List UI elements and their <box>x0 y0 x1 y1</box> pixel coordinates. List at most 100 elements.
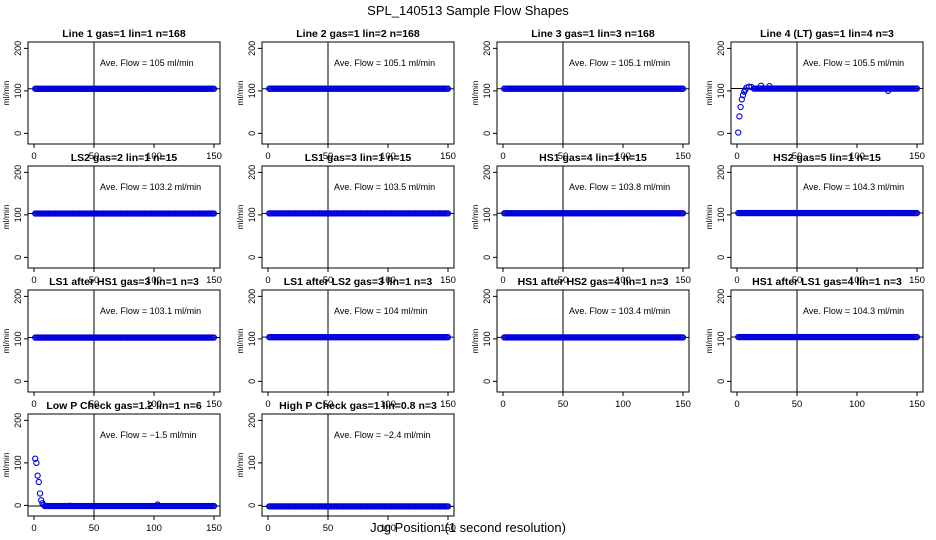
x-tick-label: 100 <box>146 523 162 534</box>
data-points <box>735 333 921 341</box>
x-tick-label: 50 <box>89 523 100 534</box>
x-tick-label: 150 <box>206 523 222 534</box>
x-axis-label: Jog Position (1 second resolution) <box>370 520 566 535</box>
y-axis-label: ml/min <box>235 80 245 105</box>
plot-frame <box>261 41 455 145</box>
y-axis-label: ml/min <box>235 328 245 353</box>
y-tick-label: 0 <box>716 379 726 384</box>
panel-title: HS1 after HS2 gas=4 lin=1 n=3 <box>518 276 669 288</box>
x-tick-label: 50 <box>323 151 334 162</box>
average-flow-annotation: Ave. Flow = −2.4 ml/min <box>334 430 430 440</box>
x-tick-label: 100 <box>380 523 396 534</box>
x-tick-label: 0 <box>265 275 270 286</box>
average-flow-annotation: Ave. Flow = 104.3 ml/min <box>803 182 904 192</box>
x-tick-label: 150 <box>909 151 925 162</box>
panel-4: Line 4 (LT) gas=1 lin=4 n=3 0 100 200 ml/min… <box>704 28 925 162</box>
y-tick-label: 0 <box>482 131 492 136</box>
x-tick-label: 50 <box>558 275 569 286</box>
x-tick-label: 0 <box>500 399 505 410</box>
plot-frame <box>496 165 690 269</box>
x-tick-label: 150 <box>440 151 456 162</box>
data-point <box>66 502 74 509</box>
data-point <box>444 210 452 217</box>
y-axis-label: ml/min <box>1 452 11 477</box>
x-tick-label: 150 <box>675 399 691 410</box>
y-tick-label: 0 <box>716 131 726 136</box>
panel-6: LS1 gas=3 lin=1 n=15 0 100 200 ml/min 0 50 100 1… <box>235 152 456 286</box>
panel-9: LS1 after HS1 gas=3 lin=1 n=3 0 100 200 ml/m… <box>1 276 222 410</box>
data-points <box>501 85 687 92</box>
x-tick-label: 100 <box>380 275 396 286</box>
x-tick-label: 0 <box>31 523 36 534</box>
plot-frame <box>730 289 924 393</box>
x-tick-label: 150 <box>440 275 456 286</box>
y-tick-label: 0 <box>482 379 492 384</box>
data-point <box>757 82 765 89</box>
panel-5: LS2 gas=2 lin=1 n=15 0 100 200 ml/min 0 50 100 1… <box>1 152 222 286</box>
data-point <box>210 85 218 92</box>
x-tick-label: 150 <box>909 399 925 410</box>
y-tick-label: 0 <box>13 379 23 384</box>
data-point <box>913 209 921 217</box>
x-tick-label: 50 <box>792 151 803 162</box>
panel-1: Line 1 gas=1 lin=1 n=168 0 100 200 ml/min 0 50… <box>1 28 222 162</box>
y-tick-label: 100 <box>716 83 726 98</box>
data-point <box>444 85 452 92</box>
y-tick-label: 100 <box>13 207 23 222</box>
y-tick-label: 0 <box>247 503 257 508</box>
average-flow-annotation: Ave. Flow = 103.5 ml/min <box>334 182 435 192</box>
plot-frame <box>496 41 690 145</box>
y-tick-label: 200 <box>247 165 257 180</box>
data-points <box>735 209 921 217</box>
data-points <box>501 210 687 217</box>
x-tick-label: 50 <box>89 151 100 162</box>
panel-11: HS1 after HS2 gas=4 lin=1 n=3 0 100 200 ml/m… <box>470 276 691 410</box>
average-flow-annotation: Ave. Flow = 105.1 ml/min <box>334 58 435 68</box>
average-flow-annotation: Ave. Flow = 104 ml/min <box>334 306 428 316</box>
data-points <box>32 210 218 217</box>
panel-10: LS1 after LS2 gas=3 lin=1 n=3 0 100 200 ml/m… <box>235 276 456 410</box>
panel-title: High P Check gas=1 lin=0.8 n=3 <box>279 400 437 412</box>
y-tick-label: 200 <box>13 413 23 428</box>
data-point <box>913 85 921 92</box>
x-tick-label: 0 <box>734 151 739 162</box>
panel-title: Line 2 gas=1 lin=2 n=168 <box>296 28 420 40</box>
x-tick-label: 100 <box>380 151 396 162</box>
plot-frame <box>27 413 221 517</box>
x-tick-label: 150 <box>909 275 925 286</box>
x-tick-label: 100 <box>146 399 162 410</box>
y-tick-label: 0 <box>13 503 23 508</box>
y-tick-label: 0 <box>13 131 23 136</box>
data-point <box>736 113 743 120</box>
x-tick-label: 100 <box>849 275 865 286</box>
data-point <box>679 210 687 217</box>
y-tick-label: 100 <box>247 83 257 98</box>
panel-2: Line 2 gas=1 lin=2 n=168 0 100 200 ml/min 0 50… <box>235 28 456 162</box>
data-point <box>913 333 921 341</box>
y-tick-label: 100 <box>13 455 23 470</box>
x-tick-label: 50 <box>323 523 334 534</box>
x-tick-label: 0 <box>31 151 36 162</box>
y-tick-label: 100 <box>13 331 23 346</box>
y-tick-label: 100 <box>482 331 492 346</box>
x-tick-label: 0 <box>500 275 505 286</box>
panel-13: Low P Check gas=1.2 lin=1 n=6 0 100 200 ml/m… <box>1 400 222 534</box>
x-tick-label: 150 <box>675 275 691 286</box>
y-tick-label: 0 <box>247 379 257 384</box>
data-points <box>32 85 218 92</box>
x-tick-label: 0 <box>734 275 739 286</box>
panel-title: Line 4 (LT) gas=1 lin=4 n=3 <box>760 28 894 40</box>
x-tick-label: 50 <box>558 399 569 410</box>
x-tick-label: 50 <box>323 275 334 286</box>
average-flow-annotation: Ave. Flow = 105.1 ml/min <box>569 58 670 68</box>
y-tick-label: 0 <box>13 255 23 260</box>
x-tick-label: 150 <box>440 399 456 410</box>
plot-frame <box>730 165 924 269</box>
plot-frame <box>261 289 455 393</box>
data-points <box>735 82 921 136</box>
y-tick-label: 0 <box>482 255 492 260</box>
data-point <box>766 83 773 90</box>
panel-3: Line 3 gas=1 lin=3 n=168 0 100 200 ml/min 0 50… <box>470 28 691 162</box>
data-point <box>38 497 45 504</box>
